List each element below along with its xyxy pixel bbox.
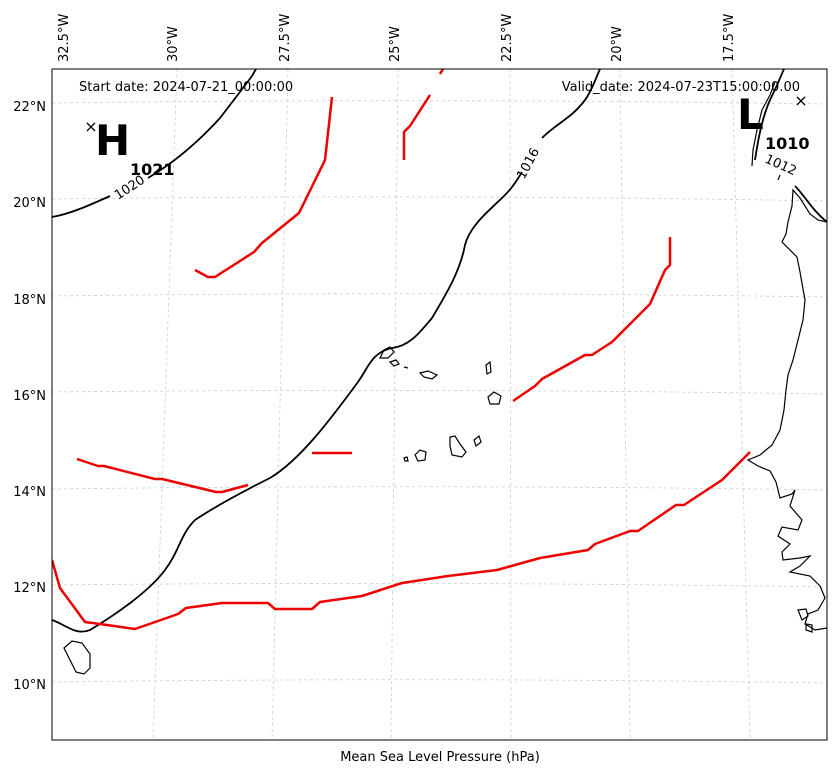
parallel-14n	[52, 486, 827, 491]
island-sao-vicente	[388, 359, 400, 367]
troughs	[52, 69, 751, 631]
parallel-22n	[52, 100, 827, 105]
lat-label-10n: 10°N	[13, 678, 46, 693]
island-brava	[403, 456, 409, 462]
island-maio	[473, 434, 482, 448]
low-pressure-center: × L 1010	[737, 90, 810, 153]
high-pressure-center: × H 1021	[84, 116, 174, 179]
high-value: 1021	[130, 160, 175, 179]
lat-label-22n: 22°N	[13, 100, 46, 115]
canary-coast	[777, 174, 781, 181]
meridian-27-5w	[271, 69, 289, 740]
isobar-label-1012: 1012	[762, 152, 798, 179]
isobar-labels: 1020 1016 1012	[112, 146, 799, 204]
coastlines	[63, 81, 827, 675]
africa-north-coast	[751, 81, 776, 167]
lat-label-12n: 12°N	[13, 581, 46, 596]
map-frame	[51, 68, 828, 741]
longitude-labels: 32.5°W 30°W 27.5°W 25°W 22.5°W 20°W 17.5…	[57, 14, 737, 62]
isobar-1016	[52, 69, 601, 633]
low-letter: L	[737, 90, 764, 139]
valid-date: Valid_date: 2024-07-23T15:00:00.00	[562, 80, 800, 95]
trough-east	[512, 237, 672, 403]
start-date: Start date: 2024-07-21_00:00:00	[79, 80, 293, 95]
high-marker-icon: ×	[84, 117, 97, 136]
isobar-1012	[754, 69, 827, 223]
lon-label-17-5w: 17.5°W	[722, 14, 737, 62]
meridian-20w	[619, 69, 631, 740]
island-sal	[485, 360, 492, 375]
meridian-25w	[390, 69, 399, 740]
lon-label-30w: 30°W	[166, 26, 181, 62]
latitude-labels: 22°N 20°N 18°N 16°N 14°N 12°N 10°N	[13, 100, 46, 693]
island-fogo	[414, 449, 427, 462]
island-bijagos-2	[805, 623, 813, 633]
island-boa-vista	[487, 391, 502, 405]
parallel-18n	[52, 293, 827, 298]
isobar-1020	[52, 69, 257, 218]
lon-label-27-5w: 27.5°W	[278, 14, 293, 62]
parallel-12n	[52, 583, 827, 588]
lon-label-25w: 25°W	[388, 26, 403, 62]
lat-label-16n: 16°N	[13, 389, 46, 404]
low-marker-icon: ×	[794, 91, 807, 110]
isobar-label-1016: 1016	[514, 146, 543, 182]
trough-north-right	[402, 69, 445, 160]
trough-west	[76, 457, 249, 494]
africa-coast	[746, 188, 827, 631]
map-caption: Mean Sea Level Pressure (hPa)	[340, 750, 540, 765]
island-bottom-left	[63, 640, 91, 675]
meridian-17-5w	[731, 69, 751, 740]
meridian-22-5w	[509, 69, 512, 740]
lon-label-20w: 20°W	[610, 26, 625, 62]
lat-label-18n: 18°N	[13, 293, 46, 308]
low-value: 1010	[765, 134, 810, 153]
lat-label-20n: 20°N	[13, 196, 46, 211]
high-letter: H	[95, 116, 130, 165]
parallel-20n	[52, 196, 827, 202]
parallel-10n	[52, 679, 827, 684]
trough-south	[52, 451, 751, 631]
lon-label-32-5w: 32.5°W	[57, 14, 72, 62]
island-santiago	[449, 435, 467, 458]
meridian-30w	[152, 69, 178, 740]
island-santa-luzia	[403, 366, 409, 369]
lon-label-22-5w: 22.5°W	[500, 14, 515, 62]
parallel-16n	[52, 390, 827, 395]
lat-label-14n: 14°N	[13, 485, 46, 500]
isobars	[52, 69, 827, 633]
island-sao-nicolau	[418, 370, 439, 380]
graticule	[52, 69, 827, 740]
trough-north-left	[194, 96, 334, 279]
island-bijagos	[797, 608, 809, 621]
